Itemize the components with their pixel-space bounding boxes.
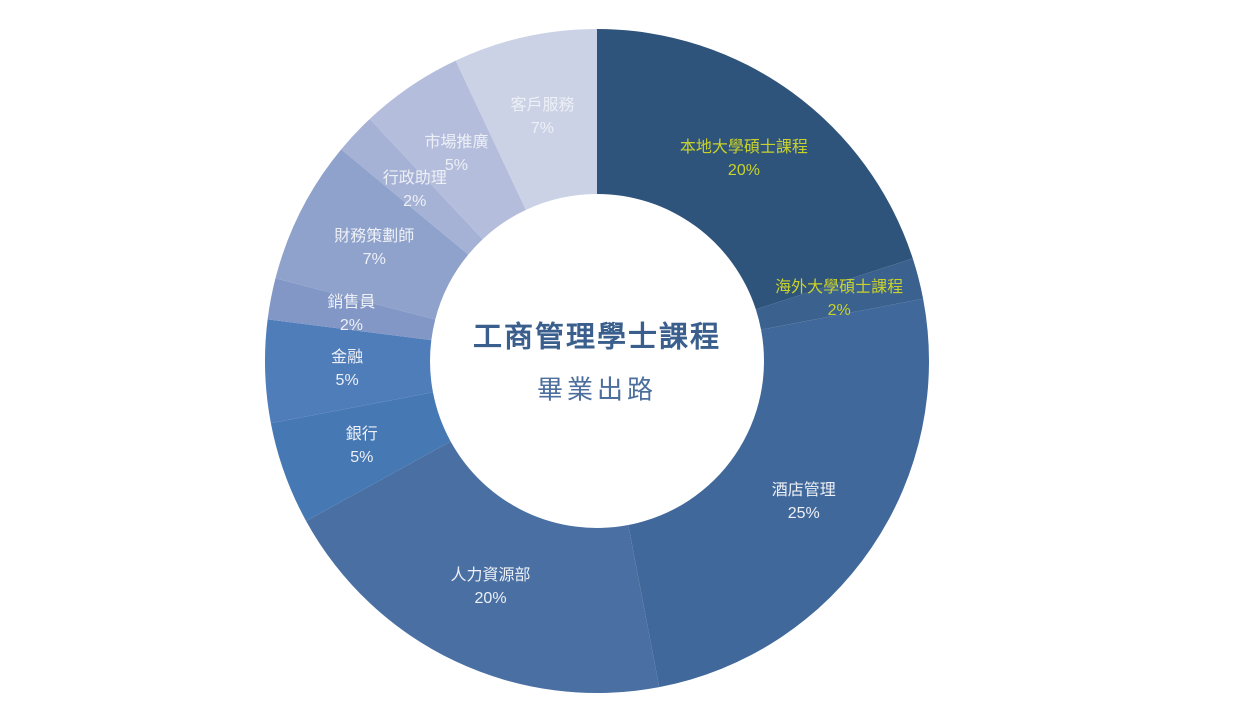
pie-slice-4 <box>306 441 660 693</box>
chart-subtitle: 畢業出路 <box>536 374 658 405</box>
pie-slice-7 <box>267 278 436 341</box>
pie-slice-2 <box>755 258 924 330</box>
pie-slice-6 <box>265 319 433 424</box>
pie-slice-10 <box>369 60 526 240</box>
pie-slice-5 <box>270 392 451 521</box>
pie-slice-3 <box>628 298 930 688</box>
pie-slice-1 <box>597 29 913 310</box>
chart-title: 工商管理學士課程 <box>472 321 722 354</box>
pie-slice-11 <box>455 29 597 210</box>
chart-center-text: 工商管理學士課程 畢業出路 <box>473 314 721 407</box>
pie-slice-8 <box>275 149 469 320</box>
pie-slice-9 <box>341 118 483 255</box>
